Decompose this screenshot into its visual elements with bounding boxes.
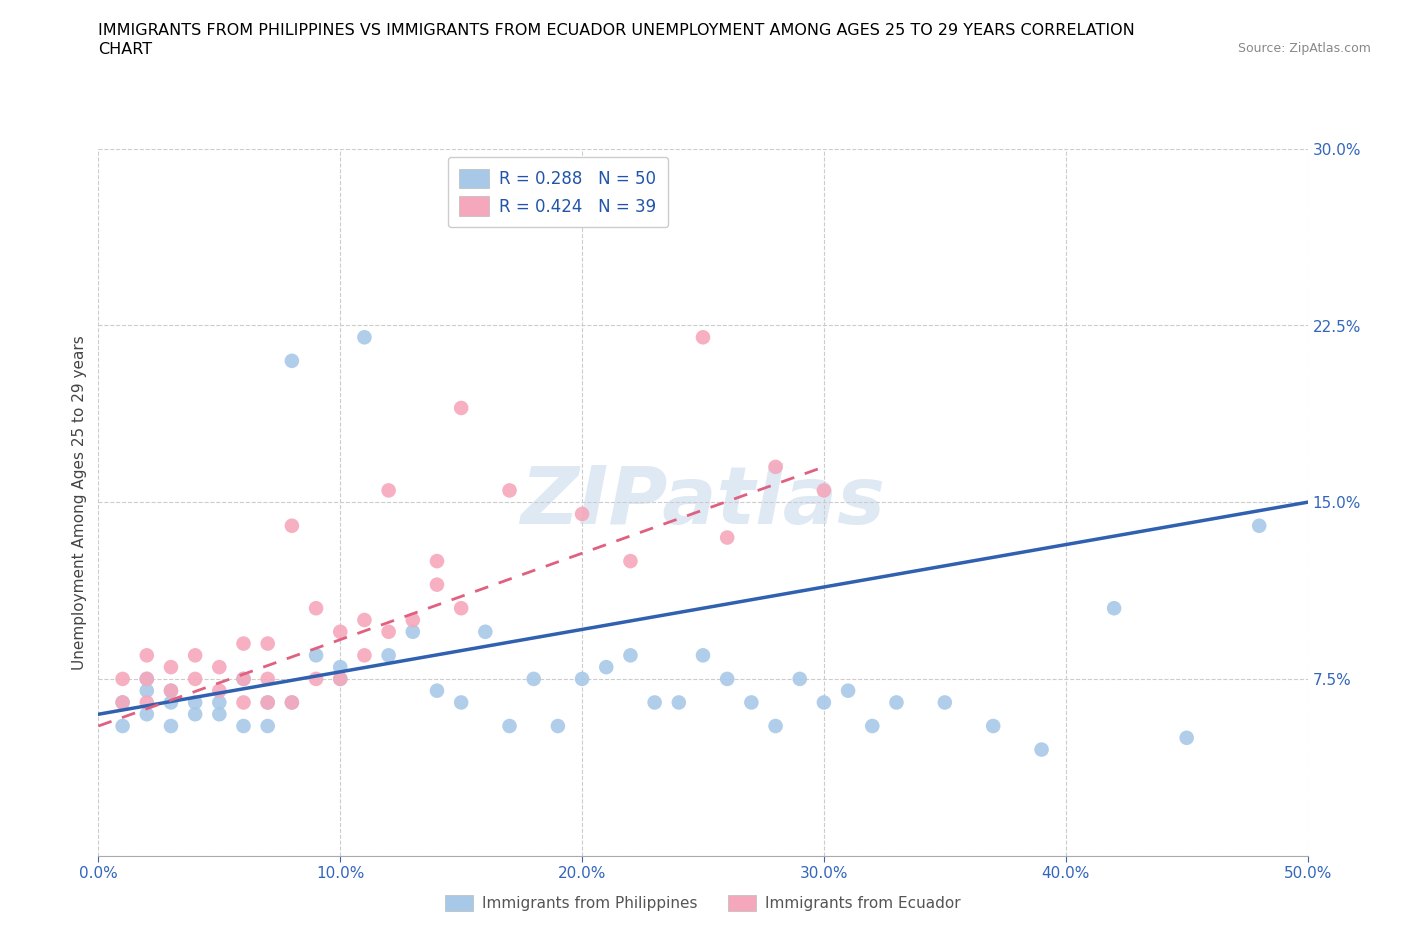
Point <box>426 684 449 698</box>
Point <box>450 401 472 416</box>
Point <box>692 330 714 345</box>
Point <box>571 671 593 686</box>
Point <box>377 624 399 639</box>
Point <box>281 353 304 368</box>
Point <box>111 671 134 686</box>
Point <box>353 330 375 345</box>
Point <box>765 459 787 474</box>
Point <box>208 707 231 722</box>
Point <box>426 578 449 592</box>
Point <box>619 648 641 663</box>
Point <box>184 707 207 722</box>
Point <box>837 684 859 698</box>
Point <box>135 648 157 663</box>
Point <box>305 601 328 616</box>
Point <box>402 624 425 639</box>
Point <box>813 483 835 498</box>
Point <box>160 684 183 698</box>
Point <box>692 648 714 663</box>
Point <box>789 671 811 686</box>
Point <box>498 719 520 734</box>
Point <box>281 695 304 710</box>
Point <box>135 671 157 686</box>
Point <box>135 671 157 686</box>
Point <box>402 613 425 628</box>
Point <box>813 695 835 710</box>
Point <box>232 671 254 686</box>
Point <box>135 695 157 710</box>
Point <box>256 695 278 710</box>
Legend: Immigrants from Philippines, Immigrants from Ecuador: Immigrants from Philippines, Immigrants … <box>437 887 969 919</box>
Point <box>305 648 328 663</box>
Point <box>716 671 738 686</box>
Point <box>232 671 254 686</box>
Point <box>160 659 183 674</box>
Point <box>232 719 254 734</box>
Point <box>160 719 183 734</box>
Point <box>1249 518 1271 533</box>
Point <box>981 719 1004 734</box>
Point <box>498 483 520 498</box>
Point <box>377 483 399 498</box>
Point <box>256 719 278 734</box>
Point <box>619 553 641 568</box>
Text: IMMIGRANTS FROM PHILIPPINES VS IMMIGRANTS FROM ECUADOR UNEMPLOYMENT AMONG AGES 2: IMMIGRANTS FROM PHILIPPINES VS IMMIGRANT… <box>98 23 1135 38</box>
Point <box>595 659 617 674</box>
Point <box>329 671 352 686</box>
Point <box>135 707 157 722</box>
Point <box>135 684 157 698</box>
Point <box>450 695 472 710</box>
Point <box>305 671 328 686</box>
Point <box>1175 730 1198 745</box>
Point <box>644 695 666 710</box>
Point <box>111 695 134 710</box>
Point <box>329 659 352 674</box>
Point <box>232 695 254 710</box>
Point <box>184 695 207 710</box>
Point <box>111 695 134 710</box>
Point <box>208 695 231 710</box>
Point <box>547 719 569 734</box>
Text: CHART: CHART <box>98 42 152 57</box>
Point <box>1031 742 1053 757</box>
Point <box>256 671 278 686</box>
Point <box>208 659 231 674</box>
Point <box>474 624 496 639</box>
Point <box>184 648 207 663</box>
Point <box>329 624 352 639</box>
Point <box>353 648 375 663</box>
Point <box>281 695 304 710</box>
Point <box>523 671 546 686</box>
Point <box>740 695 762 710</box>
Point <box>886 695 908 710</box>
Point <box>256 695 278 710</box>
Point <box>111 719 134 734</box>
Point <box>184 671 207 686</box>
Point <box>329 671 352 686</box>
Point <box>1102 601 1125 616</box>
Point <box>377 648 399 663</box>
Point <box>256 636 278 651</box>
Y-axis label: Unemployment Among Ages 25 to 29 years: Unemployment Among Ages 25 to 29 years <box>72 335 87 670</box>
Point <box>668 695 690 710</box>
Point <box>571 507 593 522</box>
Text: ZIPatlas: ZIPatlas <box>520 463 886 541</box>
Text: Source: ZipAtlas.com: Source: ZipAtlas.com <box>1237 42 1371 55</box>
Point <box>426 553 449 568</box>
Point <box>450 601 472 616</box>
Point <box>208 684 231 698</box>
Point <box>281 518 304 533</box>
Point <box>353 613 375 628</box>
Point <box>860 719 883 734</box>
Point <box>160 695 183 710</box>
Point <box>160 684 183 698</box>
Point <box>232 636 254 651</box>
Point <box>765 719 787 734</box>
Point <box>716 530 738 545</box>
Point <box>934 695 956 710</box>
